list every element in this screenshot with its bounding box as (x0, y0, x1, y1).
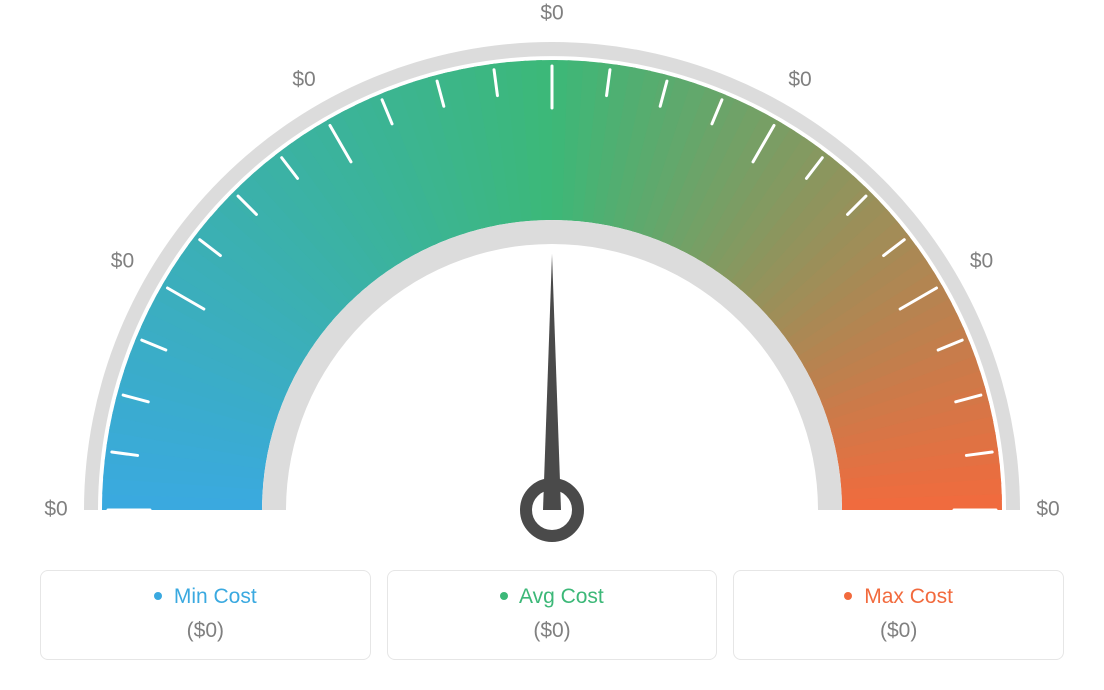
legend-value-min: ($0) (53, 619, 358, 643)
legend-card-max: Max Cost ($0) (733, 570, 1064, 660)
legend-card-min: Min Cost ($0) (40, 570, 371, 660)
dot-icon (844, 592, 852, 600)
legend-label-avg: Avg Cost (400, 585, 705, 609)
cost-gauge: $0 $0 $0 $0 $0 $0 $0 (0, 0, 1104, 560)
legend-card-avg: Avg Cost ($0) (387, 570, 718, 660)
gauge-tick-label: $0 (44, 498, 67, 521)
gauge-tick-label: $0 (1036, 498, 1059, 521)
gauge-tick-label: $0 (292, 68, 315, 91)
legend-row: Min Cost ($0) Avg Cost ($0) Max Cost ($0… (40, 570, 1064, 660)
gauge-tick-label: $0 (970, 250, 993, 273)
legend-label-text: Avg Cost (519, 585, 604, 608)
dot-icon (154, 592, 162, 600)
gauge-svg: $0 $0 $0 $0 $0 $0 $0 (0, 0, 1104, 560)
legend-label-min: Min Cost (53, 585, 358, 609)
gauge-tick-label: $0 (540, 2, 563, 25)
legend-value-max: ($0) (746, 619, 1051, 643)
legend-label-text: Min Cost (174, 585, 257, 608)
dot-icon (500, 592, 508, 600)
legend-value-avg: ($0) (400, 619, 705, 643)
gauge-tick-label: $0 (111, 250, 134, 273)
gauge-tick-label: $0 (788, 68, 811, 91)
legend-label-text: Max Cost (864, 585, 953, 608)
legend-label-max: Max Cost (746, 585, 1051, 609)
